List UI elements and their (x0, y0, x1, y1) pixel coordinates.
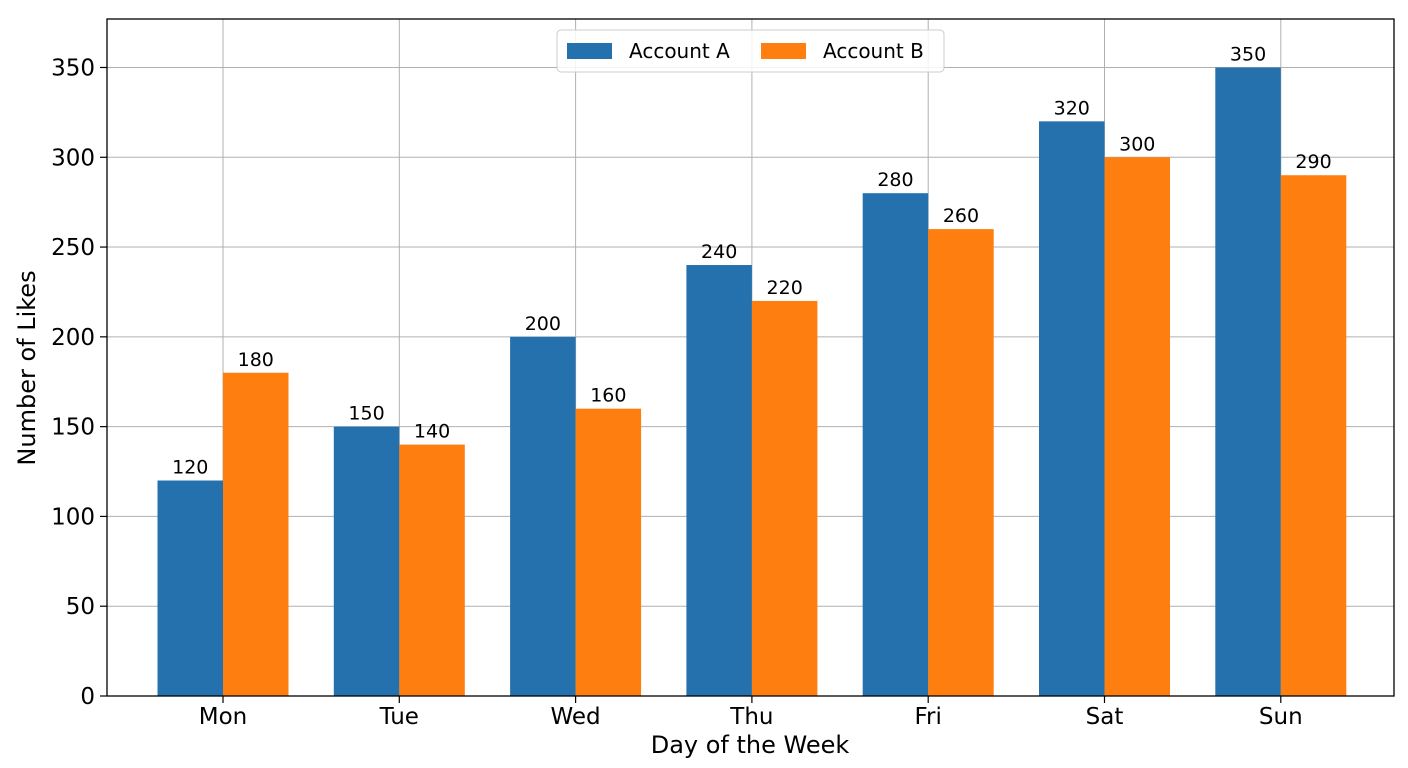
legend-frame (556, 29, 945, 73)
x-tick-label: Mon (199, 704, 248, 730)
legend: Account A Account B (556, 29, 945, 73)
bar-account-b (223, 372, 289, 696)
bar-value-label: 150 (348, 403, 384, 425)
bar-account-b (575, 408, 642, 696)
x-tick-label: Wed (551, 704, 601, 730)
data-labels: 120 150 200 240 280 320 350 180 140 160 220 260 300 2… (172, 43, 1332, 478)
x-tick-label: Sat (1086, 704, 1124, 730)
x-tick-label: Tue (379, 704, 419, 730)
legend-swatch (567, 43, 612, 59)
bar-value-label: 280 (877, 169, 913, 191)
bar-value-label: 350 (1230, 43, 1266, 65)
x-tick-label: Fri (914, 704, 941, 730)
bar-value-label: 290 (1295, 151, 1331, 173)
bar-value-label: 300 (1119, 133, 1155, 155)
y-tick-label: 200 (51, 325, 95, 351)
bar-account-a (510, 336, 576, 696)
y-axis-label: Number of Likes (13, 270, 41, 465)
bar-account-a (157, 480, 223, 696)
bar-account-a (686, 265, 752, 696)
y-tick-label: 300 (51, 145, 95, 171)
bar-account-b (399, 444, 465, 696)
plot-frame (106, 18, 1395, 697)
bar-value-label: 200 (525, 313, 561, 335)
bar-account-a (1215, 67, 1281, 696)
bar-value-label: 220 (767, 277, 803, 299)
bar-account-a (333, 426, 400, 696)
x-axis-label: Day of the Week (651, 731, 850, 759)
bar-value-label: 140 (414, 421, 450, 443)
y-tick-label: 150 (51, 415, 95, 441)
bar-account-a (862, 193, 929, 696)
y-tick-label: 350 (51, 55, 95, 81)
y-tick-label: 0 (80, 684, 95, 710)
bar-value-label: 180 (238, 349, 274, 371)
bar-value-label: 160 (590, 385, 626, 407)
bar-account-b (1280, 175, 1347, 696)
y-axis-ticks: 0 50 100 150 200 250 300 350 (51, 55, 107, 710)
legend-entry-label: Account A (629, 39, 730, 63)
bar-account-b (751, 300, 818, 696)
bar-value-label: 240 (701, 241, 737, 263)
bar-value-label: 120 (172, 457, 208, 479)
bar-account-b (1104, 157, 1170, 697)
bar-value-label: 320 (1054, 97, 1090, 119)
x-tick-label: Thu (729, 704, 773, 730)
x-tick-label: Sun (1259, 704, 1303, 730)
bar-value-label: 260 (943, 205, 979, 227)
bar-account-a (1039, 121, 1105, 696)
legend-entry-label: Account B (823, 39, 924, 63)
y-tick-label: 250 (51, 235, 95, 261)
y-tick-label: 100 (51, 504, 95, 530)
y-tick-label: 50 (66, 594, 95, 620)
legend-swatch (761, 43, 806, 59)
bars (157, 67, 1347, 697)
bar-account-b (928, 229, 994, 696)
x-axis-ticks: Mon Tue Wed Thu Fri Sat Sun (199, 696, 1303, 730)
